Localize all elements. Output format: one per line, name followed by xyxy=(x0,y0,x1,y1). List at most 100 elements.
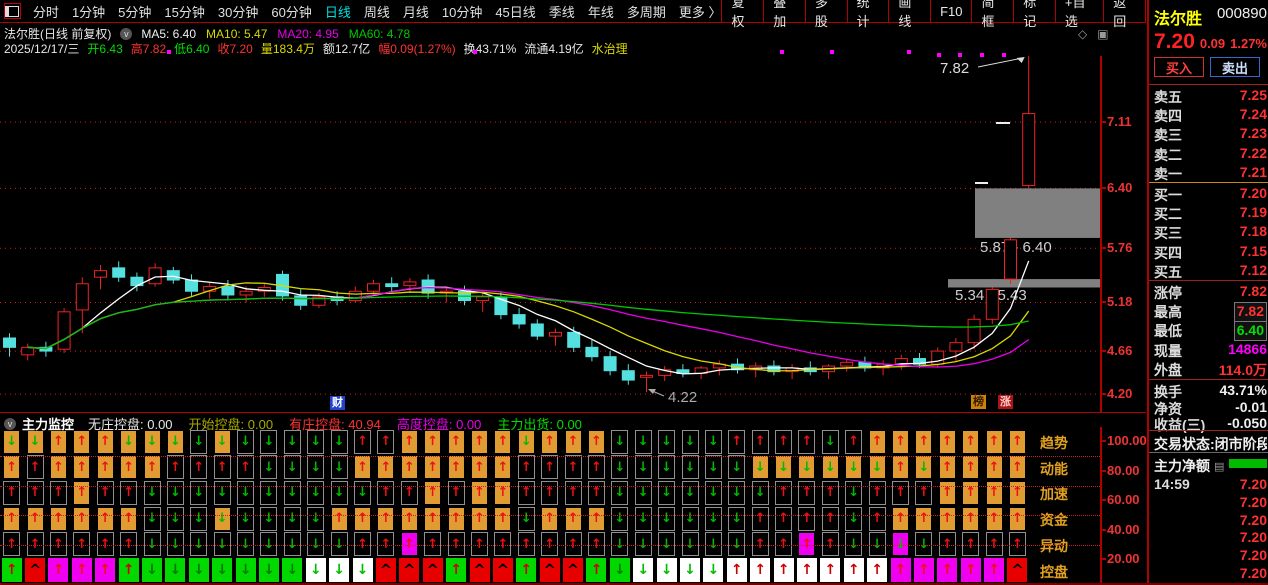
chart-badge[interactable]: 涨 xyxy=(998,395,1013,409)
menu-item-tool[interactable]: 标记 xyxy=(1013,0,1055,29)
signal-cell: ↑ xyxy=(912,429,935,454)
menu-item-period[interactable]: 15分钟 xyxy=(164,4,205,20)
signal-cell: ↓ xyxy=(725,455,748,480)
signal-cell: ↑ xyxy=(47,558,70,583)
signal-cell: ↓ xyxy=(327,532,350,557)
buy-button[interactable]: 买入 xyxy=(1154,57,1204,77)
signal-cell: ↓ xyxy=(211,429,234,454)
chart-badge[interactable]: 榜 xyxy=(971,395,986,409)
signal-cell: ↑ xyxy=(865,506,888,531)
diamond-icon[interactable]: ◇ xyxy=(1078,27,1088,41)
quote-level-row[interactable]: 卖五 7.25 xyxy=(1154,87,1267,105)
signal-cell: ↑ xyxy=(772,506,795,531)
quote-level-row[interactable]: 买二 7.19 xyxy=(1154,204,1267,223)
menu-item-period[interactable]: 5分钟 xyxy=(118,4,152,20)
signal-cell: ↓ xyxy=(702,506,725,531)
signal-cell: ↓ xyxy=(655,532,678,557)
signal-cell: ↑ xyxy=(912,506,935,531)
menu-item-tool[interactable]: 复权 xyxy=(721,0,763,29)
signal-cell: ↓ xyxy=(678,558,701,583)
signal-cell: ↑ xyxy=(70,480,93,505)
menu-item-period[interactable]: 季线 xyxy=(548,4,575,20)
quote-level-row[interactable]: 买一 7.20 xyxy=(1154,185,1267,203)
signal-cell: ↑ xyxy=(211,455,234,480)
sell-button[interactable]: 卖出 xyxy=(1210,57,1260,77)
menu-item-period[interactable]: 年线 xyxy=(587,4,614,20)
menu-item-period[interactable]: 多周期 xyxy=(626,4,666,20)
quote-stat-row: 最高 7.82 xyxy=(1154,302,1267,323)
tick-row: 7.20 xyxy=(1239,529,1267,546)
panel-layout-icon[interactable] xyxy=(4,3,21,19)
menu-item-period[interactable]: 日线 xyxy=(324,4,351,20)
menu-item-tool[interactable]: +自选 xyxy=(1054,0,1103,29)
menu-item-tool[interactable]: 画线 xyxy=(888,0,930,29)
quote-level-row[interactable]: 卖四 7.24 xyxy=(1154,106,1267,125)
signal-cell: ↓ xyxy=(304,480,327,505)
chart-badge[interactable]: 财 xyxy=(330,396,345,410)
panel-icon[interactable]: ▣ xyxy=(1097,27,1109,41)
signal-cell: ↑ xyxy=(982,532,1005,557)
magenta-marker-dot xyxy=(980,53,984,57)
signal-cell: ↑ xyxy=(164,455,187,480)
menu-item-tool[interactable]: 多股 xyxy=(804,0,847,29)
signal-row-6: ↑ ^ ↑ ↑ ↑ ↑ ↓ ↓ ↓ ↓ ↓ ↓ ↓ ↓ ↓ ↓ ^ ^ ^ ↑ ^ ^ ↑ ^ ^ ↑ ↓ ↓ ↓ ↓ ↓ ↑ ↑ ↑ ↑ ↑ ↑ ↑ ↑ ↑… xyxy=(0,558,1029,583)
list-icon[interactable]: ▤ xyxy=(1214,460,1225,473)
menu-item-period[interactable]: 1分钟 xyxy=(71,4,106,20)
signal-cell: ↓ xyxy=(749,480,772,505)
menu-item-period[interactable]: 45日线 xyxy=(495,4,536,20)
signal-cell: ↓ xyxy=(655,558,678,583)
signal-cell: ↓ xyxy=(257,480,280,505)
menu-item-period[interactable]: 30分钟 xyxy=(217,4,259,20)
menu-item-period[interactable]: 分时 xyxy=(32,4,59,20)
signal-cell: ↑ xyxy=(515,455,538,480)
quote-level-row[interactable]: 买四 7.15 xyxy=(1154,242,1267,261)
menu-item-tool[interactable]: F10 xyxy=(930,0,971,22)
signal-cell: ↓ xyxy=(608,532,631,557)
menu-item-tool[interactable]: 统计 xyxy=(846,0,889,29)
signal-cell: ↑ xyxy=(70,532,93,557)
signal-cell: ↑ xyxy=(889,455,912,480)
menu-item-tool[interactable]: 返回 xyxy=(1103,0,1146,29)
quote-level-row[interactable]: 买五 7.12 xyxy=(1154,261,1267,280)
signal-cell: ↑ xyxy=(374,532,397,557)
menu-item-period[interactable]: 周线 xyxy=(363,4,390,20)
signal-cell: ↑ xyxy=(819,480,842,505)
menu-item-period[interactable]: 60分钟 xyxy=(271,4,312,20)
signal-cell: ↑ xyxy=(749,532,772,557)
quote-level-row[interactable]: 买三 7.18 xyxy=(1154,223,1267,242)
signal-cell: ^ xyxy=(468,558,491,583)
menu-item-period[interactable]: 10分钟 xyxy=(441,4,483,20)
signal-cell: ↑ xyxy=(819,558,842,583)
ma-line-MA5 xyxy=(27,260,1030,375)
menu-item-tool[interactable]: 简框 xyxy=(971,0,1013,29)
quote-level-row[interactable]: 卖二 7.22 xyxy=(1154,144,1267,163)
signal-cell: ↑ xyxy=(795,506,818,531)
quote-level-row[interactable]: 卖一 7.21 xyxy=(1154,163,1267,182)
signal-cell: ↑ xyxy=(491,429,514,454)
axis-tick xyxy=(1100,499,1106,501)
top-menu-bar: 分时 1分钟 5分钟 15分钟 30分钟 60分钟 日线 周线 月线 10分钟 45日线 季线 年线 多周… xyxy=(0,0,1146,29)
signal-cell: ↓ xyxy=(515,506,538,531)
signal-cell: ↑ xyxy=(889,429,912,454)
magenta-marker-dot xyxy=(780,50,784,54)
menu-item-tool[interactable]: 叠加 xyxy=(763,0,805,29)
signal-cell: ↑ xyxy=(491,480,514,505)
signal-cell: ↓ xyxy=(327,558,350,583)
chevron-down-circle-icon[interactable]: v xyxy=(4,417,16,430)
signal-cell: ↑ xyxy=(421,455,444,480)
signal-cell: ↑ xyxy=(374,455,397,480)
menu-item-period[interactable]: 月线 xyxy=(402,4,429,20)
signal-cell: ↓ xyxy=(608,506,631,531)
signal-cell: ↓ xyxy=(632,558,655,583)
signal-cell: ↓ xyxy=(234,558,257,583)
info-item: 收7.20 xyxy=(217,42,253,56)
chevron-down-circle-icon[interactable]: v xyxy=(120,27,133,40)
signal-cell: ↑ xyxy=(842,558,865,583)
menu-item-period[interactable]: 更多 〉 xyxy=(678,4,722,20)
quote-level-row[interactable]: 卖三 7.23 xyxy=(1154,125,1267,144)
signal-cell: ↓ xyxy=(0,429,23,454)
signal-cell: ↓ xyxy=(608,429,631,454)
quote-stat-row: 收益(三) -0.050 xyxy=(1154,415,1267,433)
signal-cell: ↓ xyxy=(678,455,701,480)
date-label: 2025/12/17/三 xyxy=(4,42,80,56)
